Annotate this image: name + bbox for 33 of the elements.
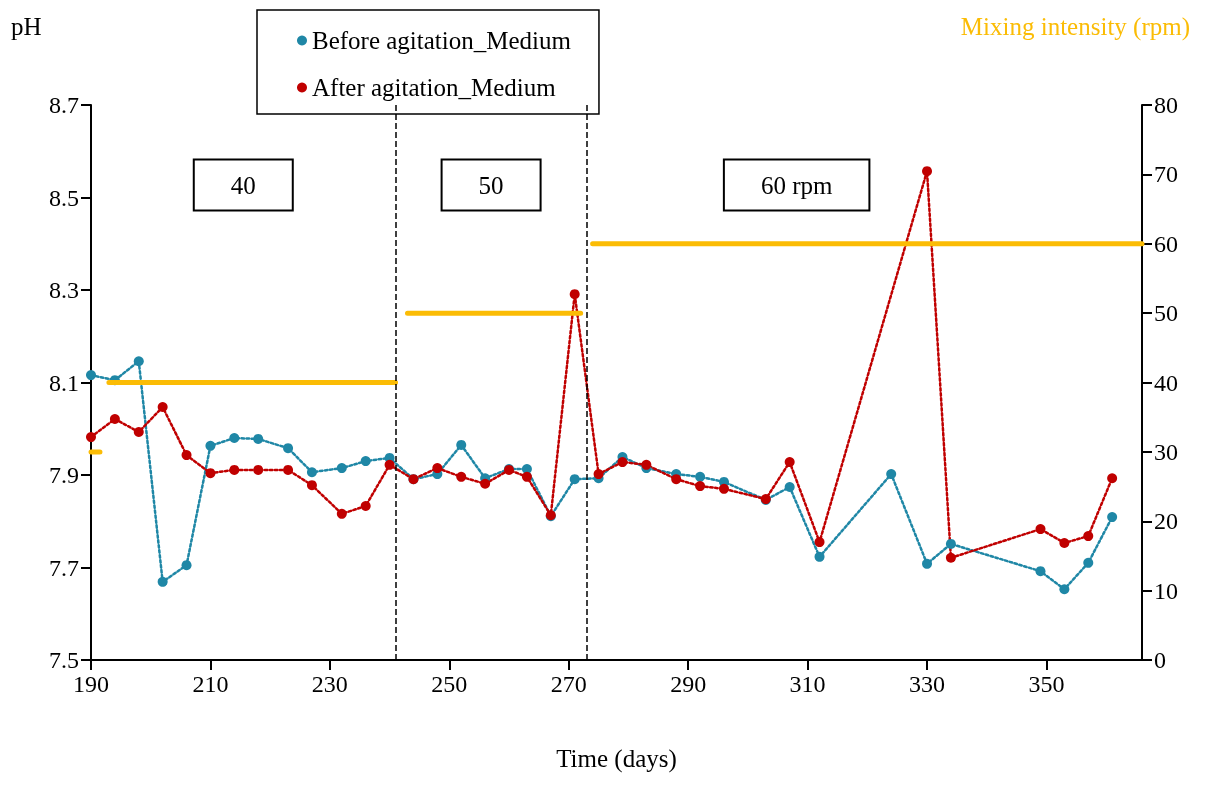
x-tick-label: 330 (909, 671, 946, 697)
y2-tick-label: 20 (1154, 508, 1178, 535)
y2-tick-label: 70 (1154, 161, 1178, 188)
y2-tick-label: 40 (1154, 369, 1178, 396)
x-axis-title: Time (days) (556, 745, 677, 773)
y2-axis-title: Mixing intensity (rpm) (960, 13, 1190, 41)
y-tick-label: 8.7 (49, 92, 79, 118)
y2-tick-label: 50 (1154, 300, 1178, 327)
x-tick-label: 290 (670, 671, 707, 697)
annotation: 60 rpm (760, 171, 833, 199)
legend-label: Before agitation_Medium (312, 27, 572, 54)
x-tick-label: 310 (789, 671, 826, 697)
x-tick-label: 190 (73, 671, 109, 697)
x-tick-label: 210 (192, 671, 229, 697)
y2-tick-label: 0 (1154, 647, 1166, 673)
y2-tick-label: 10 (1154, 577, 1178, 604)
y2-tick-label: 80 (1154, 92, 1178, 118)
y-tick-label: 7.5 (49, 647, 79, 673)
legend-label: After agitation_Medium (312, 74, 557, 101)
y-tick-label: 8.5 (49, 184, 79, 211)
x-tick-label: 230 (311, 671, 348, 697)
y-axis-title: pH (11, 13, 42, 40)
annotation: 40 (230, 171, 256, 199)
y-tick-label: 7.9 (49, 462, 79, 488)
x-tick-label: 270 (550, 671, 587, 697)
x-tick-label: 250 (431, 671, 468, 697)
y2-tick-label: 30 (1154, 438, 1178, 465)
annotation: 50 (478, 171, 504, 199)
y-tick-label: 7.7 (49, 554, 79, 581)
y2-tick-label: 60 (1154, 230, 1178, 257)
y-tick-label: 8.1 (49, 369, 79, 396)
x-tick-label: 350 (1028, 671, 1065, 697)
y-tick-label: 8.3 (49, 277, 79, 303)
